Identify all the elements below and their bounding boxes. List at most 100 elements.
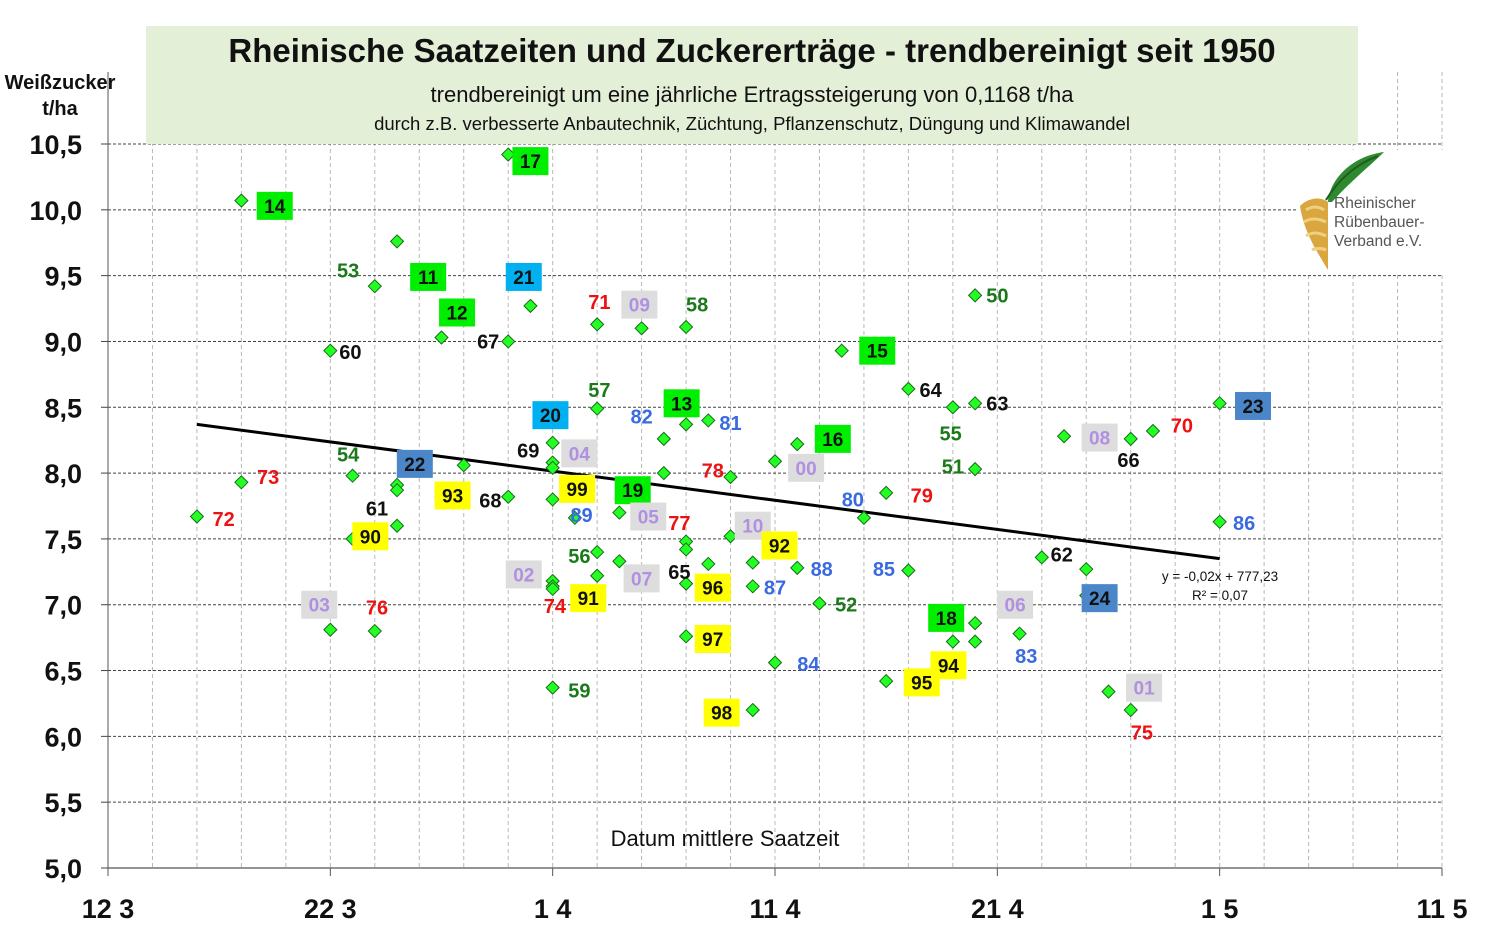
data-point-marker	[901, 563, 916, 578]
x-tick-label: 11 5	[1416, 894, 1467, 924]
point-label: 90	[360, 527, 381, 548]
point-label: 93	[442, 486, 463, 507]
point-label: 97	[702, 630, 723, 651]
y-tick-label: 10,0	[29, 196, 82, 226]
y-tick-label: 5,0	[44, 854, 82, 884]
x-tick-label: 22 3	[304, 894, 357, 924]
point-label: 57	[588, 380, 610, 402]
rrv-logo: Rheinischer Rübenbauer- Verband e.V.	[1298, 150, 1458, 275]
data-point-marker	[678, 629, 694, 644]
point-label: 62	[1051, 545, 1073, 567]
point-label: 18	[936, 609, 957, 630]
chart-subtitle-secondary: durch z.B. verbesserte Anbautechnik, Züc…	[374, 113, 1130, 134]
title-background	[146, 26, 1358, 144]
data-point-marker	[1145, 423, 1161, 439]
data-point-marker	[389, 518, 405, 533]
data-point-marker	[678, 417, 694, 432]
label-box	[410, 262, 447, 291]
point-label: 24	[1089, 589, 1111, 610]
data-point-marker	[678, 576, 694, 591]
point-label: 51	[942, 457, 964, 479]
point-label: 80	[842, 489, 864, 511]
x-tick-label: 21 4	[971, 894, 1024, 924]
logo-text: Rheinischer Rübenbauer- Verband e.V.	[1334, 194, 1424, 251]
label-box	[561, 439, 598, 468]
data-point-marker	[389, 482, 405, 498]
data-point-marker	[456, 457, 471, 473]
data-point-marker	[523, 298, 538, 314]
point-label: 83	[1015, 646, 1037, 668]
label-box	[532, 401, 569, 430]
data-point-marker	[945, 400, 961, 415]
label-box	[439, 298, 476, 327]
y-axis-label-line1: Weißzucker	[4, 72, 116, 94]
y-tick-label: 5,5	[44, 788, 82, 818]
point-label: 10	[742, 517, 763, 538]
label-box	[859, 336, 896, 365]
data-point-marker	[678, 542, 694, 557]
trend-equation: y = -0,02x + 777,23 R² = 0,07	[1130, 567, 1310, 605]
label-box	[614, 476, 651, 505]
label-box	[1235, 391, 1272, 420]
data-point-marker	[367, 623, 383, 639]
x-tick-label: 1 4	[534, 894, 572, 924]
data-point-marker	[901, 381, 916, 397]
data-point-marker	[790, 436, 805, 452]
label-box	[903, 668, 940, 697]
data-point-marker	[967, 396, 983, 411]
point-label: 78	[702, 460, 724, 482]
point-label: 94	[938, 656, 960, 677]
data-point-marker	[500, 334, 516, 349]
data-point-marker	[745, 555, 760, 570]
point-label: 65	[668, 562, 690, 584]
point-label: 67	[477, 331, 499, 353]
data-point-marker	[545, 435, 560, 451]
point-label: 95	[911, 673, 933, 694]
data-point-marker	[389, 234, 405, 249]
point-label: 82	[630, 406, 652, 428]
point-label: 73	[257, 467, 279, 489]
data-point-marker	[612, 505, 627, 520]
y-tick-labels: 5,0 5,5 6,0 6,5 7,0 7,5 8,0 8,5 9,0 9,5 10,0 10,5	[29, 130, 82, 884]
data-point-marker	[856, 510, 872, 526]
data-point-marker	[589, 401, 605, 416]
label-box	[505, 262, 542, 291]
point-label: 68	[479, 491, 501, 513]
data-point-marker	[345, 468, 360, 483]
data-point-marker	[634, 321, 649, 336]
data-point-marker	[1212, 514, 1227, 530]
point-label: 19	[622, 481, 643, 502]
data-point-marker	[812, 596, 827, 611]
point-label: 75	[1131, 722, 1153, 744]
x-tick-label: 11 4	[749, 894, 800, 924]
point-label: 11	[418, 268, 439, 289]
label-box	[621, 290, 658, 319]
data-point-marker	[790, 560, 805, 576]
point-label: 05	[638, 508, 660, 529]
data-point-marker	[545, 492, 560, 507]
logo-line1: Rheinischer	[1334, 195, 1416, 212]
x-tick-label: 1 5	[1201, 894, 1239, 924]
point-label: 52	[835, 595, 857, 617]
data-point-marker	[967, 634, 983, 649]
data-point-marker	[545, 680, 560, 695]
point-label: 06	[1005, 596, 1026, 617]
data-point-marker	[189, 509, 205, 524]
label-box	[301, 590, 338, 619]
point-label: 77	[668, 513, 690, 535]
data-point-marker	[1212, 396, 1227, 411]
point-label: 20	[540, 406, 561, 427]
data-point-marker	[1123, 702, 1138, 718]
data-point-marker	[701, 556, 716, 572]
label-box	[694, 573, 731, 602]
point-label: 63	[986, 393, 1008, 415]
point-label: 00	[796, 459, 817, 480]
data-point-marker	[1079, 561, 1094, 577]
beet-leaf-icon	[1300, 152, 1384, 270]
data-point-marker	[589, 317, 605, 332]
point-label: 98	[711, 704, 732, 725]
data-point-marker	[567, 510, 583, 526]
y-tick-label: 7,5	[44, 525, 82, 555]
point-label: 86	[1233, 513, 1255, 535]
